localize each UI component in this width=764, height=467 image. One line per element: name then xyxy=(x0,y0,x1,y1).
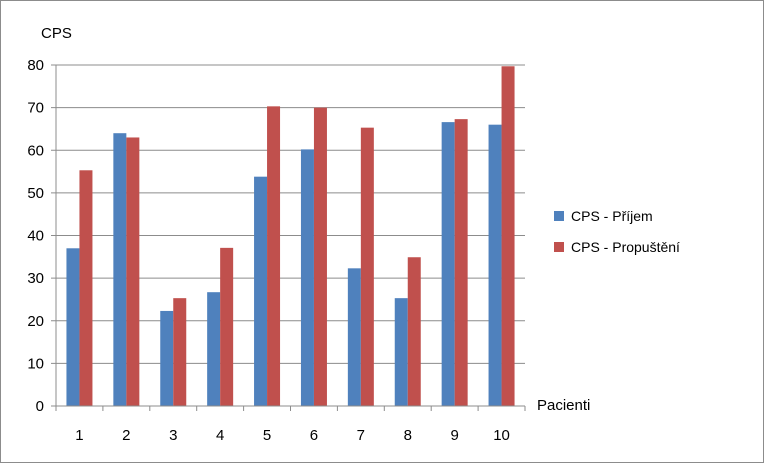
y-tick-label: 10 xyxy=(27,355,44,372)
bar-propusteni-2 xyxy=(126,137,140,406)
legend-label-prijem: CPS - Příjem xyxy=(571,208,653,224)
bar-propusteni-5 xyxy=(267,106,281,406)
legend-label-propusteni: CPS - Propuštění xyxy=(571,239,680,255)
bar-propusteni-3 xyxy=(173,298,187,406)
x-tick-label: 10 xyxy=(493,427,510,444)
x-tick-label: 7 xyxy=(357,427,365,444)
bar-prijem-2 xyxy=(113,133,127,406)
bar-prijem-9 xyxy=(441,122,455,407)
bar-prijem-10 xyxy=(488,124,502,407)
x-tick-label: 8 xyxy=(404,427,412,444)
x-tick-label: 6 xyxy=(310,427,318,444)
y-tick-label: 80 xyxy=(27,57,44,74)
y-tick-labels: 0 10 20 30 40 50 60 70 80 xyxy=(27,57,44,415)
axes xyxy=(55,65,526,411)
bar-prijem-7 xyxy=(347,268,361,406)
y-tick-label: 40 xyxy=(27,228,44,245)
bar-propusteni-7 xyxy=(360,127,374,406)
x-axis-title: Pacienti xyxy=(537,397,590,414)
x-tick-label: 5 xyxy=(263,427,271,444)
y-tick-label: 50 xyxy=(27,185,44,202)
bar-prijem-8 xyxy=(394,298,408,406)
bar-prijem-3 xyxy=(160,310,174,406)
bar-propusteni-6 xyxy=(313,107,327,406)
y-tick-label: 0 xyxy=(36,398,44,415)
x-tick-label: 3 xyxy=(169,427,177,444)
bar-propusteni-10 xyxy=(501,66,515,406)
legend-swatch-propusteni xyxy=(554,242,564,252)
bar-propusteni-1 xyxy=(79,170,93,406)
x-tick-label: 1 xyxy=(75,427,83,444)
y-axis-title: CPS xyxy=(41,25,72,42)
bar-propusteni-4 xyxy=(220,247,234,406)
y-tick-label: 70 xyxy=(27,100,44,117)
bars xyxy=(66,66,515,407)
bar-prijem-4 xyxy=(207,292,221,406)
x-tick-label: 4 xyxy=(216,427,224,444)
legend-swatch-prijem xyxy=(554,211,564,221)
y-tick-label: 20 xyxy=(27,313,44,330)
x-tick-label: 9 xyxy=(450,427,458,444)
legend: CPS - Příjem CPS - Propuštění xyxy=(554,208,680,255)
bar-propusteni-9 xyxy=(454,119,468,406)
x-tick-labels: 1 2 3 4 5 6 7 8 9 10 xyxy=(75,427,510,444)
bar-propusteni-8 xyxy=(407,257,421,406)
bar-prijem-5 xyxy=(254,176,268,406)
bar-prijem-6 xyxy=(300,149,314,406)
x-tick-label: 2 xyxy=(122,427,130,444)
bar-prijem-1 xyxy=(66,248,80,406)
y-tick-label: 60 xyxy=(27,142,44,159)
y-tick-label: 30 xyxy=(27,270,44,287)
